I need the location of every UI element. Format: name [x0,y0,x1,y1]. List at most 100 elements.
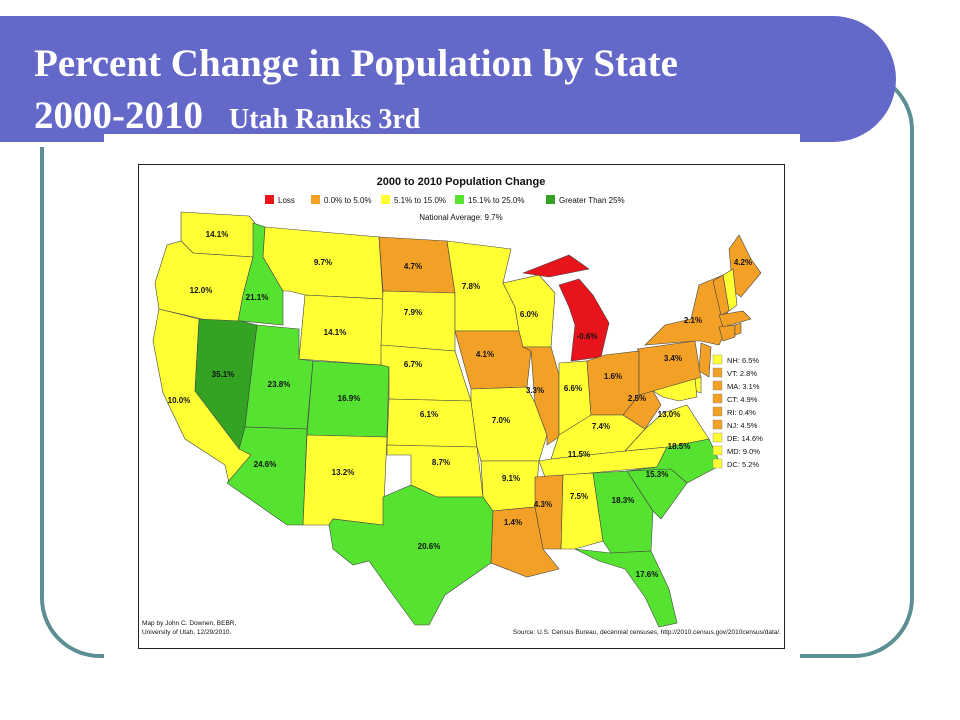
small-state-swatch [712,419,723,430]
state-label-ky: 7.4% [592,422,610,431]
legend-swatch [546,195,555,204]
state-label-wi: 6.0% [520,310,538,319]
small-state-swatch [712,432,723,443]
state-label-wv: 2.5% [628,394,646,403]
state-label-al: 7.5% [570,492,588,501]
state-label-oh: 1.6% [604,372,622,381]
state-label-ms: 4.3% [534,500,552,509]
state-ma [718,310,752,328]
state-nm [302,434,388,526]
small-state-swatch [712,445,723,456]
state-label-ne: 6.7% [404,360,422,369]
state-label-or: 12.0% [190,286,213,295]
legend-label: Loss [278,196,295,205]
state-il [522,346,560,446]
small-state-label: DC: 5.2% [727,460,759,469]
small-state-label: RI: 0.4% [727,408,756,417]
slide-title: Percent Change in Population by State 20… [34,38,678,146]
credit-line-2: University of Utah, 12/29/2010. [142,629,231,636]
state-label-me: 4.2% [734,258,752,267]
state-label-nm: 13.2% [332,468,355,477]
small-state-label: MA: 3.1% [727,382,760,391]
state-vt [712,274,730,316]
state-sd [380,290,456,352]
state-label-fl: 17.6% [636,570,659,579]
state-label-mi: -0.6% [577,332,598,341]
state-ia [454,330,532,390]
small-state-swatch [712,458,723,469]
legend-label: 0.0% to 5.0% [324,196,372,205]
small-state-swatch [712,393,723,404]
state-ct [718,324,736,342]
small-state-swatch [712,354,723,365]
state-label-mt: 9.7% [314,258,332,267]
state-label-nv: 35.1% [212,370,235,379]
state-label-ia: 4.1% [476,350,494,359]
legend-label: 15.1% to 25.0% [468,196,524,205]
state-md [652,378,698,402]
state-fl [574,548,678,628]
title-year: 2000-2010 [34,94,203,137]
state-label-tx: 20.6% [418,542,441,551]
small-state-label: NJ: 4.5% [727,421,758,430]
small-state-swatch [712,380,723,391]
title-line-2: 2000-2010 Utah Ranks 3rd [34,90,678,146]
state-ar [480,460,540,512]
state-label-sd: 7.9% [404,308,422,317]
state-label-wa: 14.1% [206,230,229,239]
state-label-ny: 2.1% [684,316,702,325]
state-label-tn: 11.5% [568,450,590,459]
state-labels: 14.1% 12.0% 10.0% 21.1% 35.1% 9.7% 14.1% 23.8% 2… [168,230,752,579]
state-label-sc: 15.3% [646,470,669,479]
state-label-la: 1.4% [504,518,522,527]
state-wv [622,390,662,430]
state-label-ut: 23.8% [268,380,291,389]
us-population-map: 2000 to 2010 Population Change Loss 0.0% … [142,176,781,636]
state-label-mn: 7.8% [462,282,480,291]
state-label-ok: 8.7% [432,458,450,467]
state-label-wy: 14.1% [324,328,347,337]
small-state-label: MD: 9.0% [727,447,760,456]
state-ne [380,344,472,402]
state-label-ca: 10.0% [168,396,191,405]
legend-swatch [381,195,390,204]
state-label-co: 16.9% [338,394,361,403]
title-subtitle: Utah Ranks 3rd [229,104,421,135]
state-tx [328,484,494,626]
legend-swatch [265,195,274,204]
title-bar: Percent Change in Population by State 20… [0,16,896,147]
map-card: 2000 to 2010 Population Change Loss 0.0% … [104,134,800,658]
state-al [560,472,604,550]
state-label-id: 21.1% [246,293,269,302]
source-note: Source: U.S. Census Bureau, decennial ce… [513,629,781,636]
legend-label: 5.1% to 15.0% [394,196,446,205]
state-label-nc: 18.5% [668,442,691,451]
map-title: 2000 to 2010 Population Change [377,176,546,188]
national-average: National Average: 9.7% [419,213,502,222]
small-state-swatch [712,406,723,417]
legend-label: Greater Than 25% [559,196,625,205]
state-label-pa: 3.4% [664,354,682,363]
state-ri [734,322,742,336]
state-label-il: 3.3% [526,386,544,395]
legend-swatch [311,195,320,204]
state-label-in: 6.6% [564,384,582,393]
state-ms [534,474,564,550]
credit-line-1: Map by John C. Downen, BEBR, [142,620,236,627]
map-panel: 2000 to 2010 Population Change Loss 0.0% … [138,164,785,649]
state-label-mo: 7.0% [492,416,510,425]
title-line-1: Percent Change in Population by State [34,42,678,85]
state-label-nd: 4.7% [404,262,422,271]
legend-swatch [455,195,464,204]
state-label-va: 13.0% [658,410,681,419]
small-states-legend: NH: 6.5% VT: 2.8% MA: 3.1% CT: 4.9% RI: 0.4%… [712,354,763,469]
small-state-label: VT: 2.8% [727,369,757,378]
state-label-ga: 18.3% [612,496,635,505]
state-label-ks: 6.1% [420,410,438,419]
small-state-label: CT: 4.9% [727,395,758,404]
state-shapes [152,211,762,628]
state-co [306,360,390,438]
small-state-label: NH: 6.5% [727,356,759,365]
small-state-swatch [712,367,723,378]
map-legend: Loss 0.0% to 5.0% 5.1% to 15.0% 15.1% to 25… [265,195,625,205]
